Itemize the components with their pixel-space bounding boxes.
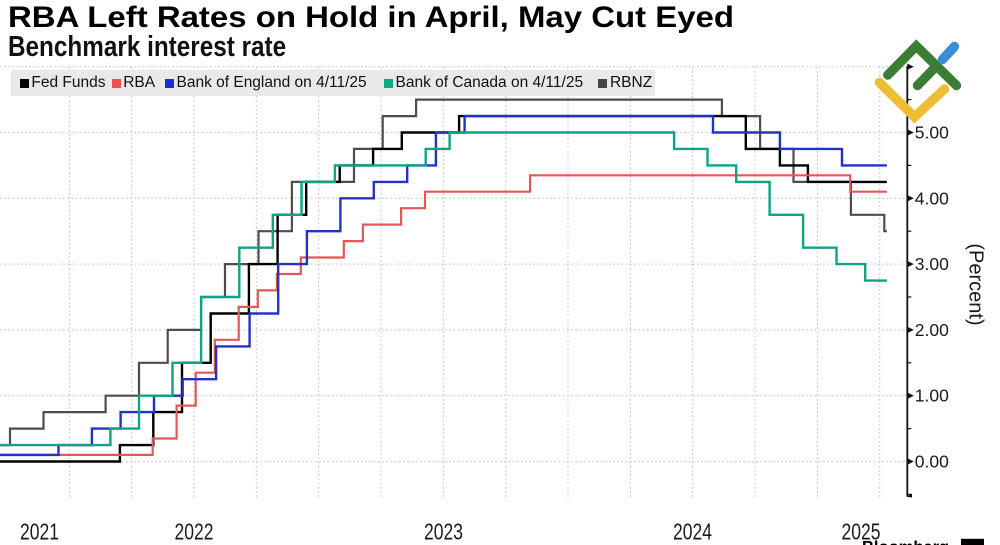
svg-text:2023: 2023 <box>424 519 463 545</box>
svg-text:4.00: 4.00 <box>915 188 949 208</box>
svg-text:1.00: 1.00 <box>915 386 949 406</box>
svg-text:2025: 2025 <box>842 519 881 545</box>
svg-text:2.00: 2.00 <box>915 320 949 340</box>
svg-text:0.00: 0.00 <box>915 452 949 472</box>
svg-text:Bloomberg: Bloomberg <box>862 539 949 545</box>
svg-text:2022: 2022 <box>175 519 214 545</box>
svg-text:2024: 2024 <box>673 519 712 545</box>
svg-text:3.00: 3.00 <box>915 254 949 274</box>
svg-text:2021: 2021 <box>20 519 59 545</box>
svg-text:(Percent): (Percent) <box>965 243 987 325</box>
svg-text:5.00: 5.00 <box>915 123 949 143</box>
